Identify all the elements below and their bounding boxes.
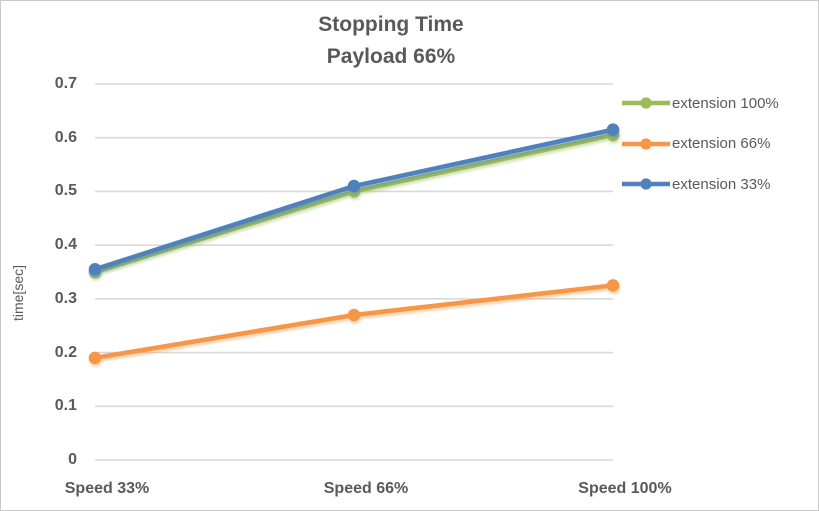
x-tick-label: Speed 66% xyxy=(323,480,409,497)
legend-line-marker-icon xyxy=(622,137,670,150)
legend-label: extension 66% xyxy=(672,135,771,152)
series-extension-66- xyxy=(88,279,620,365)
data-point-marker xyxy=(88,263,102,276)
legend-line-marker-icon xyxy=(622,178,670,190)
data-point-marker xyxy=(347,179,361,193)
legend-label: extension 33% xyxy=(672,175,771,193)
y-tick-label: 0.6 xyxy=(54,128,77,146)
y-tick-label: 0.4 xyxy=(54,236,77,254)
x-tick-label: Speed 33% xyxy=(64,480,150,497)
legend-label: extension 100% xyxy=(672,94,779,112)
data-point-marker xyxy=(606,279,620,292)
data-point-marker xyxy=(347,308,361,322)
x-tick-label: Speed 100% xyxy=(578,480,672,497)
legend-item-extension-100-: extension 100% xyxy=(621,92,779,114)
y-tick-label: 0 xyxy=(68,451,77,468)
chart-title: Stopping Time Payload 66% xyxy=(1,9,781,73)
y-tick-label: 0.3 xyxy=(54,289,77,307)
series-extension-33- xyxy=(88,123,620,276)
chart-title-line1: Stopping Time xyxy=(318,13,464,36)
series-line xyxy=(92,283,616,361)
series-extension-100- xyxy=(88,128,620,279)
legend-line-marker-icon xyxy=(622,97,670,109)
y-tick-label: 0.5 xyxy=(54,182,77,200)
chart-title-line2: Payload 66% xyxy=(326,45,456,68)
y-tick-label: 0.7 xyxy=(54,75,77,92)
y-tick-label: 0.1 xyxy=(54,397,77,415)
legend-item-extension-66-: extension 66% xyxy=(621,133,770,155)
y-tick-label: 0.2 xyxy=(54,343,77,361)
legend-item-extension-33-: extension 33% xyxy=(621,173,770,195)
data-point-marker xyxy=(606,123,620,136)
data-point-marker xyxy=(88,351,102,365)
series-line xyxy=(92,132,616,275)
